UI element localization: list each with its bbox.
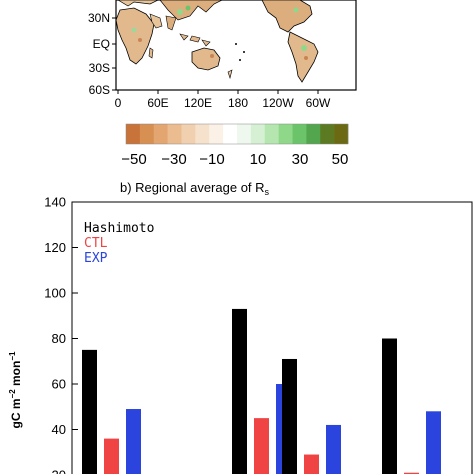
colorbar-cell (209, 124, 224, 144)
colorbar-tick-label: −30 (161, 151, 186, 168)
colorbar-cells (125, 123, 349, 145)
colorbar-cell (139, 124, 155, 144)
colorbar-cell (250, 124, 266, 144)
colorbar-tick-label: −50 (121, 151, 146, 168)
colorbar-cell (306, 124, 321, 144)
colorbar-cell (320, 124, 335, 144)
colorbar-cell (126, 124, 141, 144)
colorbar-cell (264, 124, 279, 144)
bar-chart-panel: b) Regional average of Rs 140 120 100 80 60 4… (8, 180, 473, 474)
colorbar-cell (292, 124, 307, 144)
y-axis-ticks: 140 120 100 80 60 40 20 (44, 195, 78, 474)
lon-tick-label: 120W (262, 96, 294, 110)
colorbar-cell (167, 124, 182, 144)
colorbar-cell (278, 124, 293, 144)
lon-tick-label: 120E (184, 96, 212, 110)
bar-ctl (404, 472, 419, 474)
lon-tick-label: 0 (115, 96, 122, 110)
bar-ctl (304, 454, 319, 474)
lat-tick-label: 30N (88, 11, 110, 25)
map-panel: 30N EQ 30S 60S 0 60E 120E 180 120W 60W (88, 0, 357, 110)
y-tick-label: 100 (44, 286, 66, 301)
colorbar-tick-label: 10 (250, 151, 267, 168)
colorbar: −50 −30 −10 10 30 50 (121, 123, 349, 168)
lon-tick-label: 60W (306, 96, 331, 110)
bar-ctl (254, 418, 269, 474)
colorbar-tick-label: 50 (332, 151, 349, 168)
lat-tick-label: 60S (89, 83, 110, 97)
colorbar-tick-label: 30 (292, 151, 309, 168)
colorbar-tick-label: −10 (199, 151, 224, 168)
map-lon-ticks: 0 60E 120E 180 120W 60W (115, 90, 331, 110)
map-lat-ticks: 30N EQ 30S 60S (88, 11, 116, 97)
map-land (115, 0, 319, 83)
bar-hashimoto (232, 308, 247, 474)
colorbar-cell (334, 124, 349, 144)
y-tick-label: 80 (52, 331, 66, 346)
bar-exp (426, 411, 441, 474)
y-tick-label: 60 (52, 377, 66, 392)
y-tick-label: 140 (44, 195, 66, 210)
legend-entry: EXP (84, 251, 108, 266)
y-tick-label: 40 (52, 422, 66, 437)
chart-title: b) Regional average of Rs (120, 180, 270, 197)
colorbar-labels: −50 −30 −10 10 30 50 (121, 151, 348, 168)
colorbar-cell (195, 124, 210, 144)
lat-tick-label: 30S (89, 61, 110, 75)
bars (82, 308, 441, 474)
bar-ctl (104, 438, 119, 474)
lat-tick-label: EQ (93, 37, 110, 51)
legend-entry: CTL (84, 236, 108, 251)
y-axis-label: gC m−2 mon−1 (8, 351, 23, 428)
plot-frame (71, 201, 473, 474)
y-tick-label: 20 (52, 468, 66, 474)
lon-tick-label: 60E (147, 96, 168, 110)
lon-tick-label: 180 (228, 96, 248, 110)
bar-exp (126, 409, 141, 474)
bar-hashimoto (382, 338, 397, 474)
colorbar-cell (153, 124, 168, 144)
colorbar-cell (181, 124, 196, 144)
colorbar-cell (237, 124, 252, 144)
bar-hashimoto (282, 358, 297, 474)
bar-hashimoto (82, 349, 97, 474)
colorbar-cell (223, 124, 238, 144)
bar-exp (326, 424, 341, 474)
colorbar-frame (125, 123, 349, 145)
legend-entry: Hashimoto (84, 221, 154, 236)
y-tick-label: 120 (44, 240, 66, 255)
